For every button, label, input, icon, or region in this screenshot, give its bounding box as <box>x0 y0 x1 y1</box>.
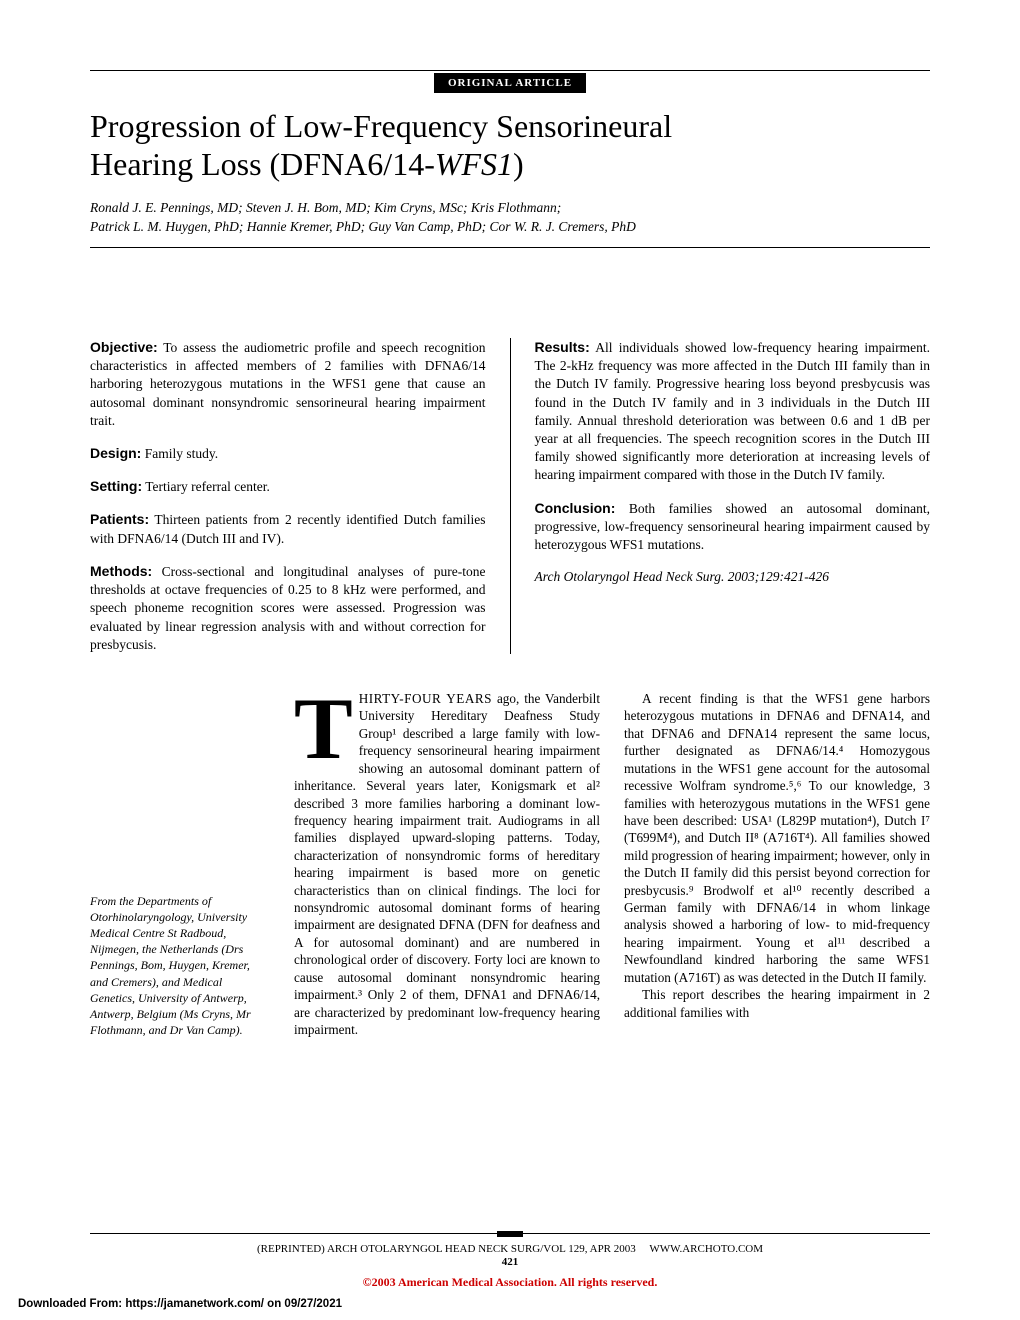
author-list: Ronald J. E. Pennings, MD; Steven J. H. … <box>90 198 930 237</box>
abstract-setting: Setting: Tertiary referral center. <box>90 477 486 496</box>
design-text: Family study. <box>141 446 218 461</box>
authors-line-1: Ronald J. E. Pennings, MD; Steven J. H. … <box>90 200 561 215</box>
article-label-bar: ORIGINAL ARTICLE <box>90 73 930 93</box>
methods-heading: Methods: <box>90 563 152 579</box>
drop-cap: T <box>294 690 359 765</box>
download-stamp: Downloaded From: https://jamanetwork.com… <box>18 1298 342 1310</box>
abstract-patients: Patients: Thirteen patients from 2 recen… <box>90 510 486 547</box>
conclusion-heading: Conclusion: <box>535 500 616 516</box>
abstract-left-column: Objective: To assess the audiometric pro… <box>90 338 486 654</box>
abstract-divider <box>510 338 511 654</box>
article-type-label: ORIGINAL ARTICLE <box>434 73 586 93</box>
patients-heading: Patients: <box>90 511 149 527</box>
abstract-right-column: Results: All individuals showed low-freq… <box>535 338 931 654</box>
abstract-design: Design: Family study. <box>90 444 486 463</box>
article-title: Progression of Low-Frequency Sensorineur… <box>90 107 930 184</box>
lead-smallcaps: HIRTY-FOUR YEARS <box>359 691 492 706</box>
body-column-2: A recent finding is that the WFS1 gene h… <box>624 690 930 1038</box>
setting-heading: Setting: <box>90 478 142 494</box>
objective-heading: Objective: <box>90 339 158 355</box>
footer-url: WWW.ARCHOTO.COM <box>649 1243 763 1255</box>
body-column-1: T HIRTY-FOUR YEARS ago, the Vanderbilt U… <box>294 690 600 1038</box>
page-number: 421 <box>90 1256 930 1268</box>
top-rule <box>90 70 930 71</box>
affiliation-column: From the Departments of Otorhinolaryngol… <box>90 690 270 1038</box>
title-line-1: Progression of Low-Frequency Sensorineur… <box>90 108 672 144</box>
footer-journal-line: (REPRINTED) ARCH OTOLARYNGOL HEAD NECK S… <box>257 1243 636 1255</box>
design-heading: Design: <box>90 445 141 461</box>
affiliation-text: From the Departments of Otorhinolaryngol… <box>90 893 270 1039</box>
results-text: All individuals showed low-frequency hea… <box>535 340 931 483</box>
title-rule <box>90 247 930 248</box>
title-line-2: Hearing Loss (DFNA6/14-WFS1) <box>90 146 524 182</box>
copyright-notice: ©2003 American Medical Association. All … <box>0 1275 1020 1290</box>
abstract-results: Results: All individuals showed low-freq… <box>535 338 931 485</box>
abstract-objective: Objective: To assess the audiometric pro… <box>90 338 486 430</box>
abstract-conclusion: Conclusion: Both families showed an auto… <box>535 499 931 555</box>
body-col2-p1: A recent finding is that the WFS1 gene h… <box>624 690 930 986</box>
page-footer: (REPRINTED) ARCH OTOLARYNGOL HEAD NECK S… <box>90 1233 930 1268</box>
setting-text: Tertiary referral center. <box>142 479 270 494</box>
abstract-citation: Arch Otolaryngol Head Neck Surg. 2003;12… <box>535 568 931 586</box>
abstract-block: Objective: To assess the audiometric pro… <box>90 338 930 654</box>
results-heading: Results: <box>535 339 590 355</box>
abstract-methods: Methods: Cross-sectional and longitudina… <box>90 562 486 654</box>
footer-ornament <box>497 1231 523 1237</box>
patients-text: Thirteen patients from 2 recently identi… <box>90 512 486 545</box>
body-area: From the Departments of Otorhinolaryngol… <box>90 690 930 1038</box>
body-col2-p2: This report describes the hearing impair… <box>624 986 930 1021</box>
authors-line-2: Patrick L. M. Huygen, PhD; Hannie Kremer… <box>90 219 636 234</box>
